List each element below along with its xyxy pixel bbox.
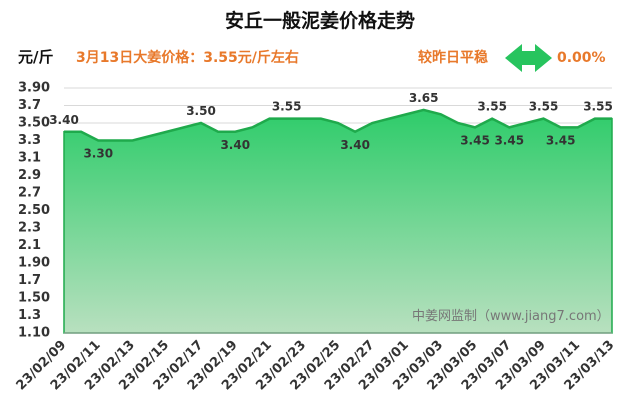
value-label: 3.45 [460,133,490,147]
value-label: 3.50 [186,104,216,118]
value-label: 3.40 [49,113,79,127]
y-tick-label: 2.1 [18,238,41,253]
y-tick-label: 3.1 [18,151,41,166]
y-tick-label: 3.50 [18,116,50,131]
value-label: 3.40 [220,138,250,152]
value-label: 3.30 [83,147,113,161]
y-tick-label: 2.9 [18,168,41,183]
subtitle: 3月13日大姜价格：3.55元/斤左右 [76,49,299,66]
y-axis-label: 元/斤 [18,48,53,66]
y-tick-label: 1.90 [18,256,50,271]
value-label: 3.45 [494,133,524,147]
chart-title: 安丘一般泥姜价格走势 [225,9,415,32]
value-label: 3.40 [340,138,370,152]
y-tick-label: 1.7 [18,273,41,288]
y-tick-label: 3.3 [18,133,41,148]
y-tick-label: 2.50 [18,203,50,218]
line [64,108,612,142]
y-tick-label: 1.3 [18,308,41,323]
value-label: 3.55 [477,100,507,114]
area [63,109,613,334]
y-tick-label: 1.10 [18,326,50,341]
y-tick-label: 3.7 [18,98,41,113]
watermark: 中姜网监制（www.jiang7.com） [412,309,610,324]
value-label: 3.55 [272,100,302,114]
change-arrow [505,44,552,72]
y-tick-label: 3.90 [18,81,50,96]
change-label: 较昨日平稳 [418,49,488,66]
y-tick-label: 2.7 [18,186,41,201]
y-tick-label: 1.50 [18,291,50,306]
y-tick-label: 2.3 [18,221,41,236]
value-label: 3.55 [583,100,613,114]
value-label: 3.65 [409,91,439,105]
change-value: 0.00% [557,50,606,66]
value-label: 3.45 [546,133,576,147]
value-label: 3.55 [529,100,559,114]
